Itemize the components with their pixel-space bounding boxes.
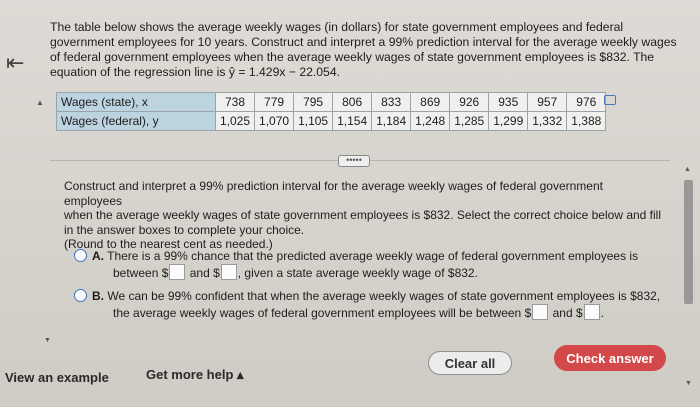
wages-table: Wages (state), x 738 779 795 806 833 869… (56, 92, 607, 131)
choice-text: and $ (189, 266, 220, 280)
question-line: in the answer boxes to complete your cho… (64, 222, 305, 237)
answer-box-b-upper[interactable] (583, 304, 600, 320)
table-row: Wages (federal), y 1,025 1,070 1,105 1,1… (56, 111, 607, 131)
radio-a[interactable] (74, 249, 87, 262)
table-cell: 1,299 (488, 111, 529, 131)
question-line: when the average weekly wages of state g… (64, 208, 661, 222)
table-cell: 1,154 (332, 111, 373, 131)
table-cell: 1,388 (566, 111, 607, 131)
answer-box-b-lower[interactable] (532, 304, 549, 320)
problem-statement: The table below shows the average weekly… (50, 20, 690, 80)
question-line: Construct and interpret a 99% prediction… (64, 179, 603, 208)
check-answer-button[interactable]: Check answer (554, 345, 666, 371)
rounding-instruction: (Round to the nearest cent as needed.) (64, 237, 273, 251)
row-label-federal: Wages (federal), y (56, 111, 216, 131)
table-cell: 779 (254, 92, 295, 112)
answer-box-a-upper[interactable] (220, 264, 237, 280)
scroll-down-icon[interactable]: ▼ (685, 380, 692, 387)
row-label-state: Wages (state), x (56, 92, 216, 112)
collapse-arrow-icon[interactable]: ▲ (36, 98, 44, 107)
table-cell: 926 (449, 92, 490, 112)
expand-more-button[interactable]: ••••• (338, 155, 370, 167)
choice-a-line2: between $ and $ , given a state average w… (74, 264, 638, 281)
table-cell: 1,025 (214, 111, 256, 131)
problem-line: The table below shows the average weekly… (50, 20, 624, 34)
back-arrow-icon[interactable]: ⇤ (6, 50, 25, 75)
choice-b[interactable]: B. We can be 99% confident that when the… (74, 289, 660, 321)
collapse-caret-icon[interactable]: ▼ (44, 337, 51, 344)
choice-letter: B. (92, 289, 104, 303)
choice-text: . (600, 306, 604, 320)
table-cell: 1,070 (254, 111, 295, 131)
table-cell: 1,105 (293, 111, 334, 131)
table-cell: 1,332 (527, 111, 568, 131)
table-cell: 935 (488, 92, 529, 112)
choice-a[interactable]: A. There is a 99% chance that the predic… (74, 249, 638, 281)
table-cell: 1,285 (449, 111, 490, 131)
table-cell: 806 (332, 92, 373, 112)
choice-letter: A. (92, 249, 104, 263)
choice-text: and $ (552, 306, 583, 320)
table-cell: 1,184 (371, 111, 412, 131)
problem-line: government employees for 10 years. Const… (50, 35, 677, 49)
table-cell: 976 (566, 92, 607, 112)
table-cell: 1,248 (410, 111, 451, 131)
view-example-link[interactable]: View an example (5, 370, 109, 385)
choice-text: the average weekly wages of federal gove… (113, 306, 532, 320)
answer-box-a-lower[interactable] (169, 264, 186, 280)
table-row: Wages (state), x 738 779 795 806 833 869… (56, 92, 607, 112)
choice-b-line2: the average weekly wages of federal gove… (74, 304, 660, 321)
choice-text: between $ (113, 266, 169, 280)
table-cell: 738 (214, 92, 256, 112)
clear-all-button[interactable]: Clear all (428, 351, 512, 375)
scroll-up-icon[interactable]: ▲ (684, 166, 691, 173)
problem-line: of federal government employees when the… (50, 50, 655, 64)
table-cell: 795 (293, 92, 334, 112)
radio-b[interactable] (74, 289, 87, 302)
scrollbar-thumb[interactable] (684, 180, 693, 304)
regression-equation: equation of the regression line is ŷ = 1… (50, 65, 340, 79)
table-cell: 833 (371, 92, 412, 112)
table-cell: 869 (410, 92, 451, 112)
table-cell: 957 (527, 92, 568, 112)
copy-table-icon[interactable] (604, 95, 616, 105)
choice-text: We can be 99% confident that when the av… (107, 289, 661, 303)
choice-text: , given a state average weekly wage of $… (237, 266, 478, 280)
get-more-help-link[interactable]: Get more help ▴ (146, 367, 244, 382)
question-text: Construct and interpret a 99% prediction… (64, 179, 664, 252)
choice-text: There is a 99% chance that the predicted… (107, 249, 639, 263)
